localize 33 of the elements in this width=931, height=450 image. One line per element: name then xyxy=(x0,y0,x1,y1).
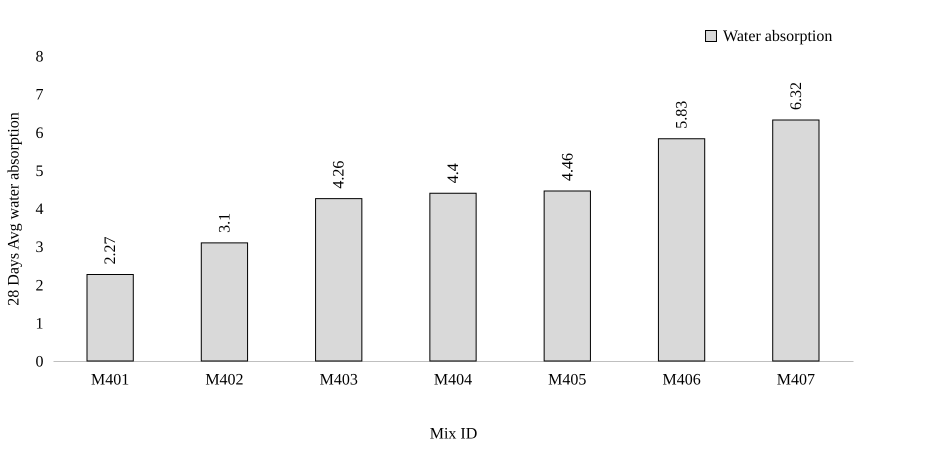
data-label: 4.46 xyxy=(559,152,576,181)
bar xyxy=(315,198,362,362)
x-tick-label: M401 xyxy=(91,372,130,388)
bar xyxy=(86,274,134,362)
legend-label: Water absorption xyxy=(723,28,832,45)
bar xyxy=(429,192,477,362)
data-label: 6.32 xyxy=(788,82,805,110)
data-label: 3.1 xyxy=(216,212,234,233)
y-tick-label: 8 xyxy=(36,48,44,66)
y-tick-label: 2 xyxy=(36,277,44,294)
x-tick-label: M402 xyxy=(205,372,244,388)
y-tick-label: 0 xyxy=(36,354,44,370)
y-tick-label: 7 xyxy=(36,86,44,104)
x-tick-label: M405 xyxy=(548,372,586,388)
x-tick-label: M407 xyxy=(776,372,815,388)
y-tick-label: 1 xyxy=(36,315,44,332)
y-tick-label: 4 xyxy=(36,201,44,218)
data-label: 2.27 xyxy=(102,236,120,264)
data-label: 5.83 xyxy=(674,100,691,129)
x-axis-title: Mix ID xyxy=(430,426,478,442)
y-tick-label: 6 xyxy=(36,124,44,142)
x-tick-label: M404 xyxy=(434,372,472,388)
bar xyxy=(658,138,706,362)
x-tick-label: M403 xyxy=(320,372,358,388)
bar xyxy=(544,190,591,362)
x-tick-label: M406 xyxy=(662,372,701,388)
data-label: 4.4 xyxy=(445,163,462,184)
data-label: 4.26 xyxy=(330,160,348,189)
y-axis-title: 28 Days Avg water absorption xyxy=(6,112,22,306)
bar xyxy=(200,242,248,362)
y-tick-label: 3 xyxy=(36,239,44,256)
y-tick-label: 5 xyxy=(36,162,44,180)
bar xyxy=(772,120,820,362)
